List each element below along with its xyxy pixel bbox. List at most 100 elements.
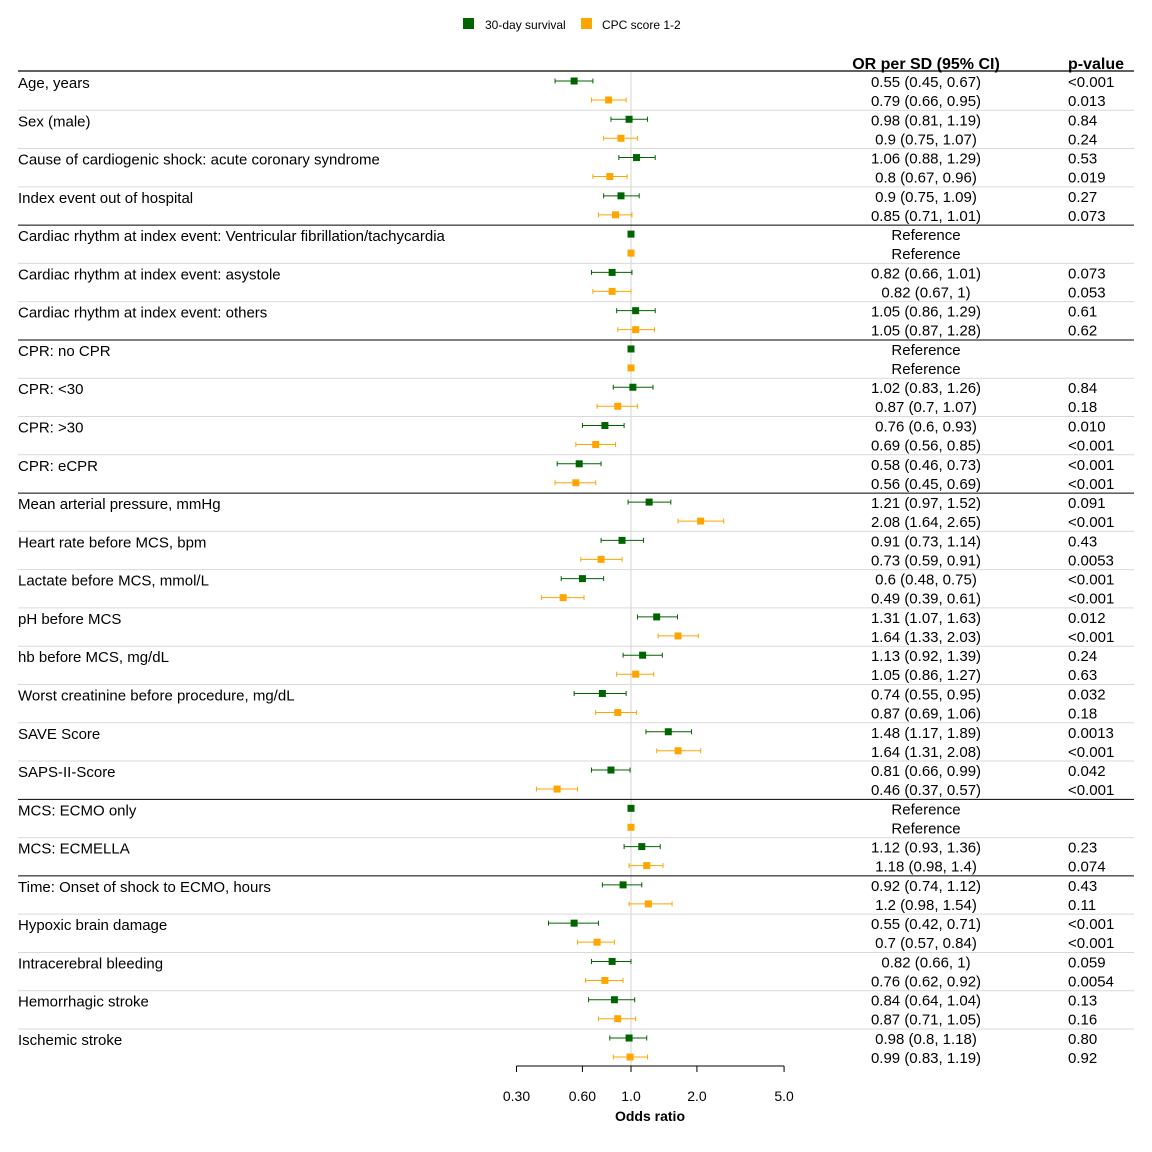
point-estimate-survival	[627, 345, 635, 353]
x-tick-label: 0.60	[569, 1088, 596, 1104]
row-label: CPR: no CPR	[18, 343, 111, 360]
p-value-text: 0.16	[1068, 1012, 1097, 1029]
forest-row: Time: Onset of shock to ECMO, hours 0.92 …	[18, 878, 1134, 915]
p-value-text: 0.27	[1068, 189, 1097, 206]
x-tick-label: 1.0	[621, 1088, 641, 1104]
or-ci-text: 0.76 (0.62, 0.92)	[871, 973, 981, 990]
point-estimate-survival	[610, 996, 618, 1004]
p-value-text: <0.001	[1068, 782, 1114, 799]
p-value-text: 0.010	[1068, 419, 1106, 436]
or-ci-text: 0.8 (0.67, 0.96)	[875, 170, 977, 187]
or-ci-text: 0.87 (0.69, 1.06)	[871, 705, 981, 722]
forest-row: Hemorrhagic stroke 0.84 (0.64, 1.04) 0.13 0…	[18, 993, 1134, 1030]
point-estimate-survival	[617, 192, 625, 200]
forest-row: SAPS-II-Score 0.81 (0.66, 0.99) 0.042 0.46 …	[18, 763, 1134, 800]
row-label: Cardiac rhythm at index event: asystole	[18, 266, 281, 283]
point-estimate-survival	[570, 77, 578, 85]
or-ci-text: 1.13 (0.92, 1.39)	[871, 648, 981, 665]
p-value-text: 0.013	[1068, 93, 1106, 110]
or-ci-text: 1.12 (0.93, 1.36)	[871, 840, 981, 857]
row-label: Age, years	[18, 75, 90, 92]
point-estimate-survival	[627, 804, 635, 812]
row-label: pH before MCS	[18, 611, 121, 628]
row-label: CPR: >30	[18, 420, 83, 437]
point-estimate-cpc	[697, 517, 705, 525]
point-estimate-cpc	[627, 823, 635, 831]
row-label: MCS: ECMO only	[18, 802, 137, 819]
point-estimate-survival	[618, 536, 626, 544]
forest-row: Intracerebral bleeding 0.82 (0.66, 1) 0.05…	[18, 954, 1134, 992]
point-estimate-cpc	[608, 287, 616, 295]
p-value-text: 0.43	[1068, 878, 1097, 895]
p-value-text: <0.001	[1068, 476, 1114, 493]
point-estimate-survival	[608, 957, 616, 965]
or-ci-text: 0.82 (0.67, 1)	[881, 284, 970, 301]
forest-row: Cause of cardiogenic shock: acute corona…	[18, 151, 1134, 188]
point-estimate-survival	[653, 613, 661, 621]
p-value-text: 0.073	[1068, 208, 1106, 225]
row-label: Cardiac rhythm at index event: Ventricul…	[18, 228, 446, 245]
point-estimate-cpc	[644, 900, 652, 908]
p-value-text: <0.001	[1068, 438, 1114, 455]
p-value-text: 0.24	[1068, 648, 1097, 665]
or-ci-text: 0.81 (0.66, 0.99)	[871, 763, 981, 780]
legend: 30-day survival CPC score 1-2	[463, 18, 681, 32]
p-value-text: 0.61	[1068, 304, 1097, 321]
point-estimate-survival	[638, 843, 646, 851]
point-estimate-cpc	[592, 441, 600, 449]
or-ci-text: Reference	[891, 820, 960, 837]
point-estimate-survival	[578, 575, 586, 583]
or-ci-text: 1.21 (0.97, 1.52)	[871, 495, 981, 512]
or-ci-text: Reference	[891, 361, 960, 378]
row-label: CPR: eCPR	[18, 458, 98, 475]
forest-row: Cardiac rhythm at index event: others 1.0…	[18, 304, 1134, 341]
point-estimate-cpc	[627, 364, 635, 372]
point-estimate-survival	[601, 422, 609, 430]
or-ci-text: 0.82 (0.66, 1)	[881, 954, 970, 971]
or-ci-text: 0.73 (0.59, 0.91)	[871, 552, 981, 569]
or-ci-text: Reference	[891, 227, 960, 244]
p-value-text: 0.18	[1068, 399, 1097, 416]
p-value-text: <0.001	[1068, 916, 1114, 933]
p-value-text: 0.13	[1068, 993, 1097, 1010]
point-estimate-survival	[570, 919, 578, 927]
point-estimate-survival	[645, 498, 653, 506]
or-ci-text: 0.76 (0.6, 0.93)	[875, 419, 977, 436]
forest-row: Index event out of hospital 0.9 (0.75, 1.…	[18, 189, 1134, 226]
x-axis: 0.30 0.60 1.0 2.0 5.0	[503, 1065, 794, 1104]
forest-row: Sex (male) 0.98 (0.81, 1.19) 0.84 0.9 (0.75…	[18, 112, 1134, 150]
point-estimate-cpc	[605, 96, 613, 104]
forest-row: Lactate before MCS, mmol/L 0.6 (0.48, 0.7…	[18, 572, 1134, 609]
p-value-text: <0.001	[1068, 744, 1114, 761]
point-estimate-cpc	[632, 670, 640, 678]
or-ci-text: 0.7 (0.57, 0.84)	[875, 935, 977, 952]
or-ci-text: 0.55 (0.45, 0.67)	[871, 74, 981, 91]
p-value-text: <0.001	[1068, 514, 1114, 531]
or-ci-text: 0.92 (0.74, 1.12)	[871, 878, 981, 895]
legend-label-cpc-score: CPC score 1-2	[602, 18, 681, 32]
p-value-text: 0.059	[1068, 954, 1106, 971]
or-ci-text: 0.69 (0.56, 0.85)	[871, 438, 981, 455]
point-estimate-cpc	[632, 326, 640, 334]
p-value-text: 0.0013	[1068, 725, 1114, 742]
or-ci-text: 0.9 (0.75, 1.09)	[875, 189, 977, 206]
forest-row: CPR: <30 1.02 (0.83, 1.26) 0.84 0.87 (0.7, …	[18, 380, 1134, 418]
point-estimate-survival	[608, 268, 616, 276]
point-estimate-cpc	[553, 785, 561, 793]
pvalue-column-header: p-value	[1068, 56, 1124, 73]
or-ci-text: 1.05 (0.86, 1.29)	[871, 304, 981, 321]
or-ci-text: 0.87 (0.7, 1.07)	[875, 399, 977, 416]
point-estimate-cpc	[593, 938, 601, 946]
or-ci-text: 1.05 (0.87, 1.28)	[871, 323, 981, 340]
p-value-text: 0.042	[1068, 763, 1106, 780]
or-ci-text: 1.48 (1.17, 1.89)	[871, 725, 981, 742]
p-value-text: 0.80	[1068, 1031, 1097, 1048]
or-ci-text: 0.58 (0.46, 0.73)	[871, 457, 981, 474]
point-estimate-cpc	[626, 1053, 634, 1061]
row-label: Sex (male)	[18, 113, 91, 130]
p-value-text: 0.053	[1068, 284, 1106, 301]
or-ci-text: 0.84 (0.64, 1.04)	[871, 993, 981, 1010]
p-value-text: 0.92	[1068, 1050, 1097, 1067]
point-estimate-cpc	[617, 134, 625, 142]
forest-row: MCS: ECMELLA 1.12 (0.93, 1.36) 0.23 1.18 (0…	[18, 840, 1134, 877]
